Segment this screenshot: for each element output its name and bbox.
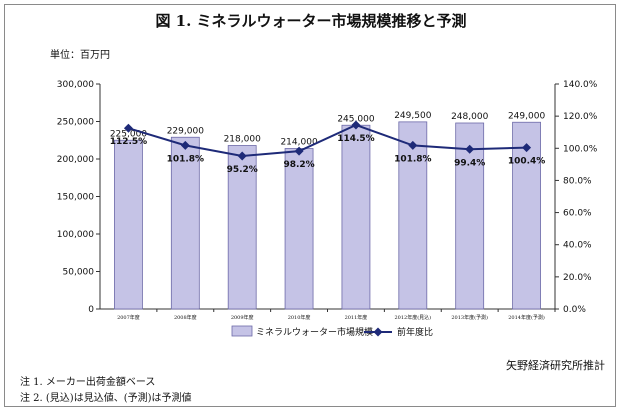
bar: [170, 136, 200, 310]
ratio-point: [294, 146, 304, 156]
y-left-tick-label: 300,000: [57, 80, 94, 90]
ratio-value-label: 101.8%: [394, 154, 432, 164]
ratio-value-label: 112.5%: [110, 137, 148, 147]
y-left-tick-label: 250,000: [57, 118, 94, 128]
bar-value-label: 229,000: [167, 126, 204, 136]
ratio-value-label: 114.5%: [337, 134, 375, 144]
y-left-tick-label: 150,000: [57, 193, 94, 203]
y-right-tick-label: 80.0%: [563, 176, 592, 186]
legend-bar-label: ミネラルウォーター市場規模: [256, 326, 373, 338]
x-tick-label: 2007年度: [117, 314, 140, 321]
y-right-tick-label: 60.0%: [563, 209, 592, 219]
ratio-point: [237, 151, 247, 161]
x-tick-label: 2013年度(予測): [451, 314, 488, 321]
x-tick-label: 2008年度: [174, 314, 197, 321]
x-tick-label: 2011年度: [345, 314, 368, 321]
ratio-point: [522, 143, 532, 153]
ratio-point: [465, 144, 475, 154]
bar: [114, 139, 143, 310]
bar-value-label: 218,000: [224, 135, 261, 145]
bar: [455, 122, 485, 310]
legend-line-marker: [373, 327, 383, 337]
note-2: 注 2. (見込)は見込値、(予測)は予測値: [20, 393, 192, 404]
y-right-tick-label: 140.0%: [563, 80, 598, 90]
bar: [398, 121, 428, 310]
bar: [341, 124, 371, 310]
ratio-value-label: 100.4%: [508, 157, 546, 167]
ratio-point: [180, 140, 190, 150]
note-1: 注 1. メーカー出荷金額ベース: [20, 377, 156, 388]
y-left-tick-label: 50,000: [63, 268, 95, 278]
unit-label: 単位：百万円: [50, 50, 110, 61]
bar-value-label: 249,500: [394, 111, 431, 121]
y-left-tick-label: 0: [88, 305, 94, 315]
bar-value-label: 214,000: [280, 138, 317, 148]
y-right-tick-label: 0.0%: [563, 305, 586, 315]
bar-value-label: 225,000: [110, 129, 147, 139]
ratio-value-label: 101.8%: [167, 154, 205, 164]
bar: [284, 148, 314, 310]
ratio-value-label: 95.2%: [227, 165, 258, 175]
bar: [512, 121, 541, 310]
x-tick-label: 2010年度: [288, 314, 311, 321]
y-left-tick-label: 100,000: [57, 230, 94, 240]
y-right-tick-label: 100.0%: [563, 144, 598, 154]
y-right-tick-label: 20.0%: [563, 273, 592, 283]
credit-text: 矢野経済研究所推計: [506, 359, 605, 372]
legend-line-label: 前年度比: [397, 326, 433, 338]
ratio-point: [123, 123, 133, 133]
ratio-value-label: 99.4%: [454, 158, 485, 168]
y-right-tick-label: 40.0%: [563, 241, 592, 251]
bar: [227, 145, 257, 310]
y-left-tick-label: 200,000: [57, 155, 94, 165]
y-right-tick-label: 120.0%: [563, 112, 598, 122]
ratio-value-label: 98.2%: [283, 160, 314, 170]
ratio-line: [128, 123, 527, 158]
bar-value-label: 245,000: [337, 114, 374, 124]
ratio-point: [408, 140, 418, 150]
x-tick-label: 2012年度(見込): [394, 314, 431, 321]
chart-title: 図 1. ミネラルウォーター市場規模推移と予測: [155, 12, 467, 30]
x-tick-label: 2014年度(予測): [508, 314, 545, 321]
x-tick-label: 2009年度: [231, 314, 254, 321]
bar-value-label: 248,000: [451, 112, 488, 122]
ratio-point: [351, 120, 361, 130]
legend-bar-swatch: [231, 325, 253, 337]
bar-value-label: 249,000: [508, 111, 545, 121]
